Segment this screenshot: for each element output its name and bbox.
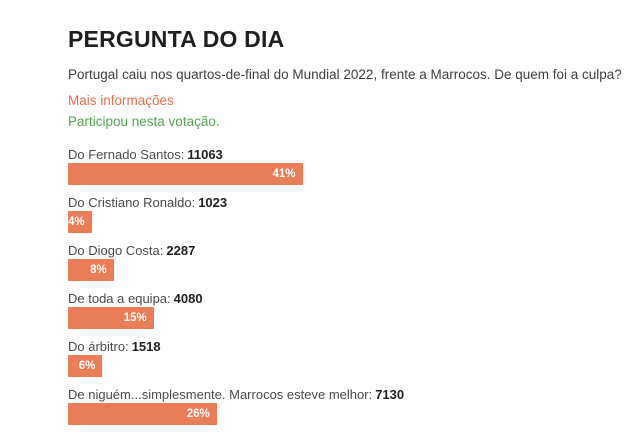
option-label-line: De toda a equipa: 4080 [68,290,640,307]
bar-percent-label: 15% [123,312,147,324]
bar-percent-label: 4% [68,216,85,228]
option-label: Do Fernado Santos: [68,147,185,162]
poll-option-row: De toda a equipa: 4080 15% [68,290,640,329]
bar-track: 4% [68,211,640,233]
poll-results-list: Do Fernado Santos: 11063 41% Do Cristiano… [68,146,640,425]
option-label: Do Diogo Costa: [68,243,164,258]
option-label-line: Do árbitro: 1518 [68,338,640,355]
option-label: Do Cristiano Ronaldo: [68,195,196,210]
result-bar: 4% [68,211,92,233]
poll-option-row: Do Fernado Santos: 11063 41% [68,146,640,185]
option-label-line: Do Fernado Santos: 11063 [68,146,640,163]
bar-percent-label: 6% [78,360,96,372]
result-bar: 15% [68,307,154,329]
page-title: PERGUNTA DO DIA [68,26,285,52]
option-votes: 7130 [375,387,405,402]
option-label-line: Do Diogo Costa: 2287 [68,242,640,259]
option-votes: 11063 [187,147,223,162]
result-bar: 8% [68,259,114,281]
participation-status: Participou nesta votação. [68,114,220,129]
option-label: Do árbitro: [68,339,129,354]
poll-question: Portugal caiu nos quartos-de-final do Mu… [68,67,622,82]
bar-track: 8% [68,259,640,281]
option-label: De toda a equipa: [68,291,171,306]
option-label-line: De niguém...simplesmente. Marrocos estev… [68,386,640,403]
bar-percent-label: 26% [186,408,210,420]
poll-widget: PERGUNTA DO DIA Portugal caiu nos quarto… [68,0,640,425]
bar-percent-label: 8% [90,264,107,276]
option-votes: 1518 [131,339,161,354]
result-bar: 26% [68,403,217,425]
poll-option-row: De niguém...simplesmente. Marrocos estev… [68,386,640,425]
option-votes: 1023 [198,195,228,210]
poll-option-row: Do Diogo Costa: 2287 8% [68,242,640,281]
result-bar: 6% [68,355,103,377]
bar-percent-label: 41% [272,168,296,180]
poll-option-row: Do árbitro: 1518 6% [68,338,640,377]
bar-track: 26% [68,403,640,425]
option-votes: 2287 [166,243,196,258]
bar-track: 41% [68,163,640,185]
result-bar: 41% [68,163,303,185]
poll-option-row: Do Cristiano Ronaldo: 1023 4% [68,194,640,233]
option-votes: 4080 [173,291,203,306]
more-info-link[interactable]: Mais informações [68,93,174,108]
bar-track: 15% [68,307,640,329]
bar-track: 6% [68,355,640,377]
option-label: De niguém...simplesmente. Marrocos estev… [68,387,373,402]
option-label-line: Do Cristiano Ronaldo: 1023 [68,194,640,211]
